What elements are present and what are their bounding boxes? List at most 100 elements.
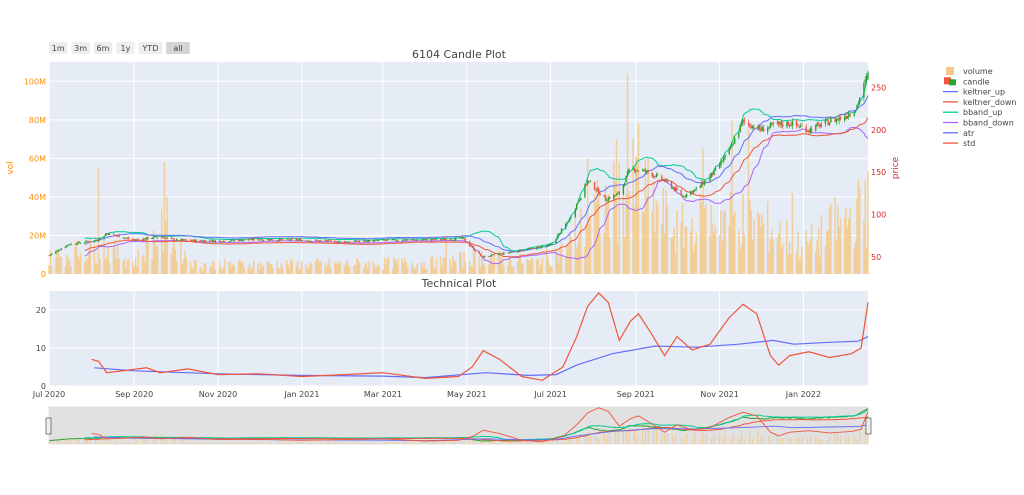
candle-body (809, 128, 811, 133)
legend-item-bband-down[interactable]: bband_down (943, 119, 1014, 128)
candle (218, 239, 221, 242)
legend-item-keltner-up[interactable]: keltner_up (943, 88, 1005, 97)
candle (777, 120, 780, 128)
candle (481, 255, 483, 257)
volume-bar (220, 266, 222, 274)
volume-bar (97, 168, 100, 274)
candle (242, 240, 244, 242)
candle (479, 253, 482, 257)
candle-body (435, 238, 438, 240)
preview-volume-bar (243, 441, 245, 444)
preview-volume-bar (702, 432, 704, 444)
legend-item-bband-up[interactable]: bband_up (943, 108, 1002, 117)
volume-bar (782, 243, 784, 274)
volume-bar (116, 243, 119, 274)
candle (739, 124, 741, 133)
candle-body (757, 125, 759, 130)
candle-body (597, 188, 600, 195)
volume-bar (665, 190, 667, 274)
volume-bar (663, 233, 666, 274)
candle-body (358, 241, 361, 243)
legend-item-keltner-down[interactable]: keltner_down (943, 98, 1017, 107)
preview-volume-bar (625, 432, 627, 444)
candle-body (551, 243, 553, 245)
candle-body (152, 236, 155, 239)
candle-body (180, 239, 182, 241)
range-button-ytd[interactable]: YTD (138, 42, 163, 54)
volume-bar (356, 258, 358, 274)
candle-body (308, 240, 310, 242)
candle-body (173, 238, 175, 241)
volume-bar (441, 265, 443, 274)
candle-body (154, 236, 156, 238)
preview-volume-bar (806, 437, 809, 444)
candle-body (479, 253, 482, 256)
candle (357, 240, 359, 242)
volume-bar (125, 267, 127, 274)
preview-volume-bar (686, 433, 688, 444)
preview-volume-bar (622, 424, 624, 444)
candle (343, 240, 346, 244)
candle-body (382, 239, 384, 241)
range-slider-left-handle[interactable] (45, 417, 52, 435)
preview-volume-bar (699, 438, 701, 444)
volume-bar (647, 157, 649, 274)
preview-volume-bar (86, 441, 89, 444)
volume-bar (700, 202, 703, 274)
candle-body (701, 181, 703, 187)
candle (483, 255, 486, 258)
range-button-3m[interactable]: 3m (71, 42, 90, 54)
volume-bar (606, 206, 608, 274)
volume-bar (49, 250, 52, 274)
candle-body (521, 250, 523, 252)
legend-item-candle[interactable]: candle (944, 77, 990, 86)
range-selector[interactable]: 1m 3m 6m 1y YTD all (49, 42, 190, 54)
candle (859, 96, 861, 105)
range-button-1m[interactable]: 1m (49, 42, 68, 54)
preview-volume-bar (664, 434, 666, 444)
legend-label: atr (963, 129, 975, 138)
volume-bar (233, 266, 236, 274)
candle-body (857, 102, 860, 104)
candle (606, 198, 608, 202)
volume-bar (250, 270, 252, 274)
candle (299, 237, 302, 242)
legend-item-atr[interactable]: atr (943, 129, 975, 138)
volume-bar (779, 221, 781, 274)
candle (48, 255, 50, 257)
volume-bar (819, 256, 821, 274)
range-slider-right-handle[interactable] (865, 417, 872, 435)
candle-body (830, 118, 832, 123)
volume-bar (439, 256, 442, 274)
candle-body (692, 190, 695, 193)
candle-body (117, 235, 119, 237)
candle (834, 117, 836, 122)
legend[interactable]: volumecandlekeltner_upkeltner_downbband_… (943, 67, 1017, 148)
volume-bar (538, 267, 541, 274)
legend-item-volume[interactable]: volume (946, 67, 993, 76)
candle-body (497, 254, 500, 256)
bband-up-line (84, 75, 869, 252)
candle (441, 238, 443, 241)
candle-body (160, 237, 163, 238)
candle-body (319, 240, 321, 242)
range-button-label: 3m (74, 44, 87, 53)
candle-body (243, 239, 245, 241)
candle (559, 232, 561, 234)
candle-body (511, 251, 513, 253)
range-button-1y[interactable]: 1y (116, 42, 135, 54)
preview-volume-bar (232, 442, 234, 444)
candle (268, 238, 270, 242)
candle-body (723, 157, 725, 162)
candle (497, 253, 500, 256)
range-button-6m[interactable]: 6m (93, 42, 113, 54)
technical-plot-area[interactable] (49, 291, 868, 386)
preview-volume-bar (507, 441, 509, 444)
preview-volume-bar (864, 431, 866, 444)
candle-body (713, 169, 715, 176)
range-slider[interactable] (45, 406, 872, 445)
candle (839, 114, 842, 121)
legend-item-std[interactable]: std (943, 139, 975, 148)
range-button-all[interactable]: all (166, 42, 190, 54)
preview-volume-bar (740, 430, 743, 444)
